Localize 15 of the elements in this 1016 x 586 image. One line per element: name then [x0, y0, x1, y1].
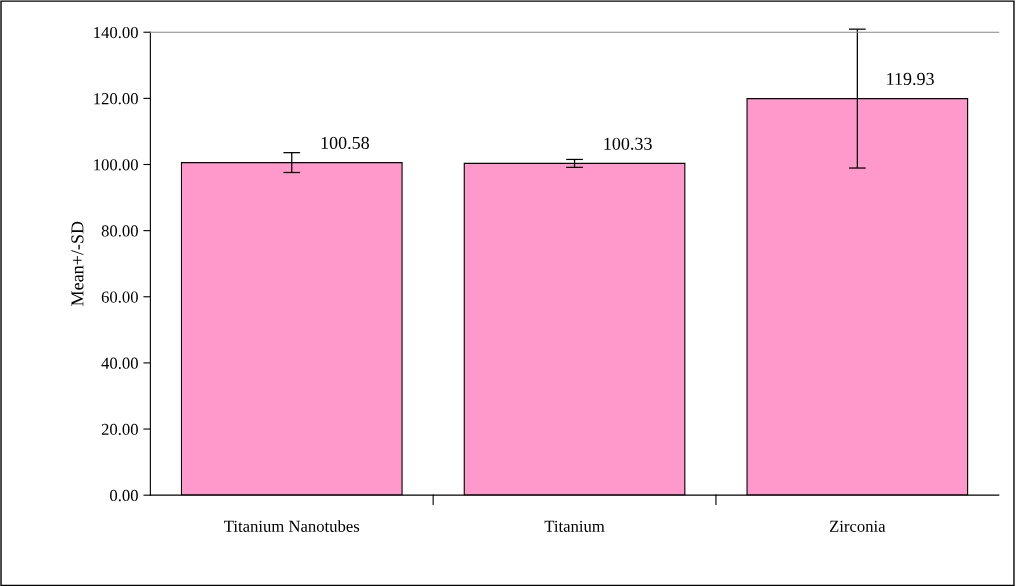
y-tick-label: 20.00 — [101, 423, 138, 436]
data-label: 100.58 — [321, 136, 369, 150]
y-tick-label: 100.00 — [94, 159, 138, 171]
y-tick-label: 60.00 — [101, 291, 138, 303]
data-label: 100.33 — [604, 137, 652, 150]
x-tick-label: Zirconia — [829, 520, 886, 532]
y-tick-label: 120.00 — [94, 93, 138, 105]
y-tick-label: 140.00 — [94, 26, 138, 39]
y-tick-label: 0.00 — [110, 489, 138, 502]
x-tick-label: Titanium Nanotubes — [224, 520, 360, 532]
y-axis-title: Mean+/-SD — [71, 221, 84, 306]
data-label: 119.93 — [887, 72, 934, 86]
y-tick-label: 80.00 — [101, 225, 138, 237]
y-tick-label: 40.00 — [101, 357, 138, 369]
x-tick-label: Titanium — [544, 520, 605, 532]
